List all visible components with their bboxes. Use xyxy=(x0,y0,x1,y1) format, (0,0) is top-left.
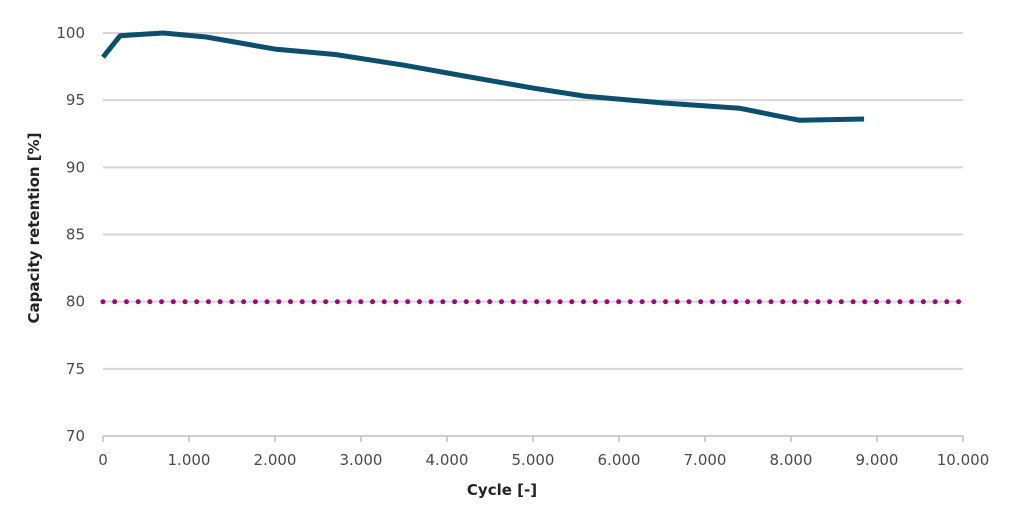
x-tick-label: 2.000 xyxy=(254,451,297,469)
gridlines xyxy=(103,32,963,370)
y-tick-label: 100 xyxy=(56,24,85,42)
y-axis-title: Capacity retention [%] xyxy=(25,132,43,323)
y-tick-label: 80 xyxy=(66,293,85,311)
x-axis-title: Cycle [-] xyxy=(467,481,537,499)
y-tick-label: 90 xyxy=(66,158,85,176)
y-tick-labels: 70 75 80 85 90 95 100 xyxy=(56,24,85,445)
x-tick-label: 10.000 xyxy=(937,451,990,469)
x-tick-label: 8.000 xyxy=(770,451,813,469)
x-tick-label: 4.000 xyxy=(426,451,469,469)
axes xyxy=(102,435,964,442)
capacity-retention-line xyxy=(101,30,865,123)
x-tick-label: 0 xyxy=(98,451,108,469)
y-tick-label: 75 xyxy=(66,360,85,378)
x-tick-label: 5.000 xyxy=(512,451,555,469)
y-tick-label: 85 xyxy=(66,226,85,244)
x-tick-labels: 0 1.000 2.000 3.000 4.000 5.000 6.000 7.000 8.00… xyxy=(98,451,989,469)
y-tick-label: 95 xyxy=(66,91,85,109)
y-tick-label: 70 xyxy=(66,427,85,445)
x-tick-label: 6.000 xyxy=(598,451,641,469)
x-tick-label: 9.000 xyxy=(856,451,899,469)
x-tick-label: 7.000 xyxy=(684,451,727,469)
series-layer xyxy=(100,30,966,305)
x-tick-label: 1.000 xyxy=(168,451,211,469)
x-tick-label: 3.000 xyxy=(340,451,383,469)
